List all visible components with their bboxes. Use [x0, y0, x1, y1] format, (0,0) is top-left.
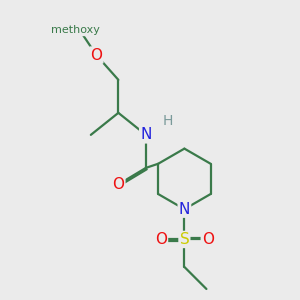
Text: O: O — [202, 232, 214, 247]
Text: N: N — [179, 202, 190, 217]
Text: O: O — [90, 48, 102, 63]
Text: O: O — [155, 232, 167, 247]
Text: O: O — [112, 177, 124, 192]
Text: S: S — [179, 232, 189, 247]
Text: methoxy: methoxy — [51, 25, 100, 35]
Text: N: N — [140, 128, 152, 142]
Text: H: H — [163, 114, 173, 128]
